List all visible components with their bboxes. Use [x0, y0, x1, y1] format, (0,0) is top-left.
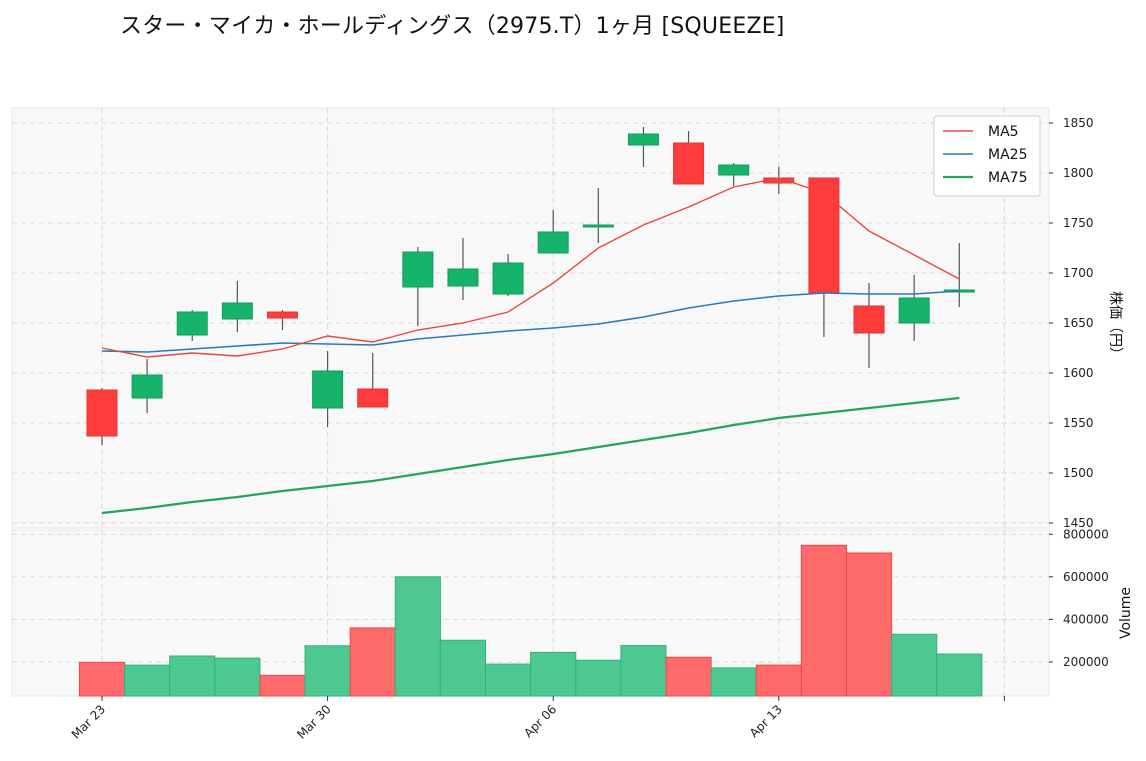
- candle-up: [718, 164, 750, 176]
- volume-tick-label: 400000: [1063, 612, 1109, 626]
- candle-down: [266, 311, 298, 319]
- volume-bar-up: [891, 633, 938, 697]
- price-tick-label: 1850: [1063, 116, 1094, 130]
- candle-down: [853, 305, 885, 334]
- volume-bar-up: [124, 664, 171, 697]
- candle-up: [176, 311, 208, 336]
- candle-up: [447, 268, 479, 287]
- volume-bar-up: [169, 655, 216, 697]
- volume-tick-label: 200000: [1063, 655, 1109, 669]
- price-tick-label: 1650: [1063, 316, 1094, 330]
- price-tick-label: 1700: [1063, 266, 1094, 280]
- price-tick-label: 1450: [1063, 516, 1094, 530]
- price-tick-label: 1500: [1063, 466, 1094, 480]
- candle-up: [492, 262, 524, 295]
- volume-bar-down: [259, 674, 306, 697]
- ma25-line: [101, 290, 960, 353]
- candle-up: [312, 370, 344, 409]
- volume-bar-down: [78, 661, 126, 697]
- volume-bar-up: [394, 576, 441, 697]
- volume-bar-down: [349, 627, 396, 697]
- volume-bar-up: [530, 651, 577, 697]
- volume-bar-down: [755, 664, 802, 697]
- candle-up: [627, 133, 659, 146]
- x-tick-label: Mar 23: [69, 702, 108, 741]
- candle-down: [357, 388, 389, 408]
- x-tick-label: Mar 30: [294, 702, 333, 741]
- candle-up: [898, 297, 930, 324]
- volume-tick-label: 600000: [1063, 570, 1109, 584]
- volume-axis-label: Volume: [1118, 587, 1134, 639]
- candle-up: [537, 231, 569, 254]
- legend-label-ma5: MA5: [988, 124, 1019, 140]
- volume-bar-down: [845, 552, 893, 697]
- price-tick-label: 1550: [1063, 416, 1094, 430]
- candle-up: [131, 374, 163, 399]
- legend-label-ma75: MA75: [988, 170, 1027, 186]
- volume-bar-up: [439, 639, 487, 697]
- volume-tick-label: 800000: [1063, 527, 1109, 541]
- x-tick-label: Apr 06: [521, 702, 559, 740]
- ma5-line: [101, 177, 960, 358]
- candle-up: [402, 251, 434, 288]
- x-tick-label: Apr 13: [747, 702, 785, 740]
- ma75-line: [101, 396, 960, 515]
- price-panel: [11, 107, 1050, 529]
- candle-down: [673, 142, 705, 185]
- candle-down: [86, 389, 118, 437]
- volume-bar-up: [710, 667, 757, 697]
- price-tick-label: 1750: [1063, 216, 1094, 230]
- volume-bar-up: [620, 645, 667, 697]
- candle-up: [582, 224, 614, 228]
- volume-bar-up: [575, 659, 622, 697]
- candle-up: [221, 302, 253, 320]
- candle-down: [808, 177, 840, 294]
- volume-bar-down: [665, 656, 712, 697]
- price-tick-label: 1600: [1063, 366, 1094, 380]
- chart-title: スター・マイカ・ホールディングス（2975.T）1ヶ月 [SQUEEZE]: [120, 14, 785, 39]
- legend: MA5 MA25 MA75: [933, 115, 1041, 197]
- price-axis-label: 株価（円）: [1107, 291, 1123, 361]
- price-tick-label: 1800: [1063, 166, 1094, 180]
- volume-bar-up: [936, 653, 983, 697]
- volume-bar-up: [214, 657, 261, 697]
- legend-label-ma25: MA25: [988, 147, 1027, 163]
- volume-bar-up: [485, 663, 532, 697]
- volume-bar-up: [304, 645, 351, 697]
- volume-bar-down: [800, 544, 847, 697]
